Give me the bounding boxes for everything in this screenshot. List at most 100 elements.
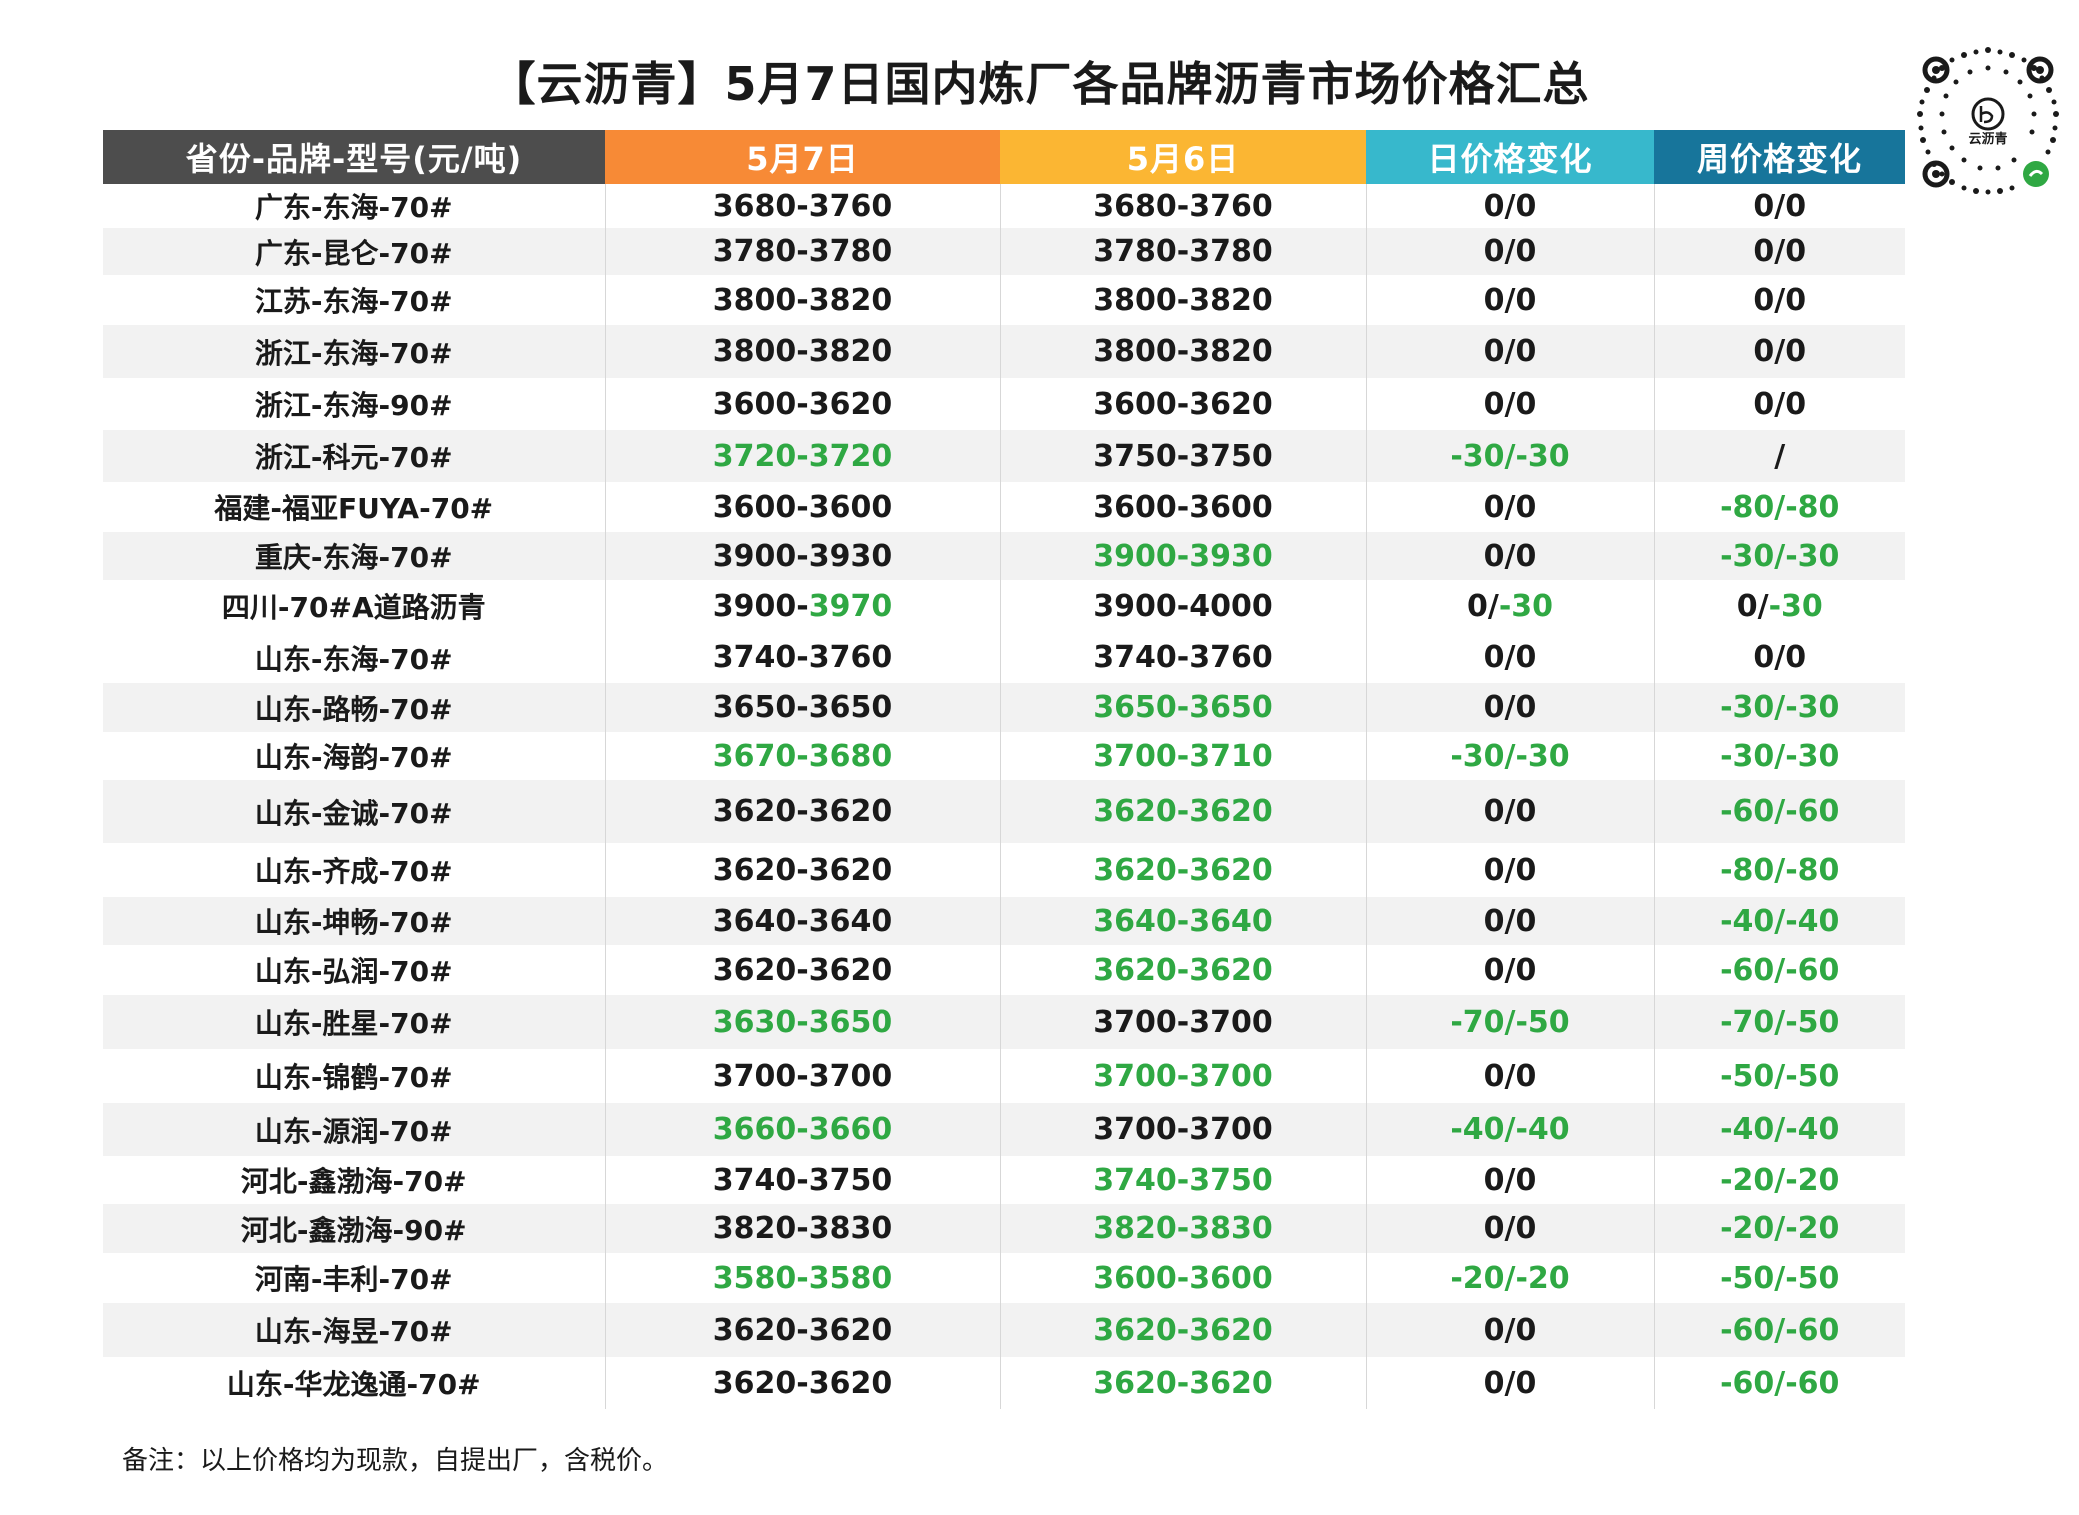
cell-value: 3600-3600 [712,489,893,525]
cell-may7: 3620-3620 [604,1303,1000,1357]
cell-value: 3680-3760 [1093,188,1273,224]
logo-text: 云沥青 [1968,132,2008,147]
cell-may7: 3640-3640 [604,897,1000,945]
cell-value: -60/-60 [1720,952,1840,988]
cell-brand: 山东-东海-70# [254,642,453,676]
cell-day-change: 0/-30 [1365,580,1654,632]
cell-value: 0/0 [1483,234,1537,269]
cell-may6: 3700-3700 [999,1049,1366,1103]
cell-day-change: 0/0 [1365,184,1654,228]
cell-value: 3700-3700 [1093,1004,1273,1040]
cell-value: 3800-3820 [712,282,893,318]
page-title: 【云沥青】5月7日国内炼厂各品牌沥青市场价格汇总 [489,57,1590,111]
table-row: 江苏-东海-70# 3800-3820 3800-3820 0/0 0/0 [103,275,1905,325]
cell-value: -60/-60 [1720,1365,1840,1401]
cell-may7: 3650-3650 [604,683,1000,732]
cell-may7: 3720-3720 [604,430,1000,482]
cell-may7: 3660-3660 [604,1103,1000,1156]
cell-value: 0/0 [1753,640,1807,675]
cell-day-change: 0/0 [1365,1049,1654,1103]
cell-week-change: 0/0 [1653,275,1905,325]
cell-may7: 3800-3820 [604,325,1000,378]
cell-value: 0/0 [1483,690,1537,725]
cell-value: 0/0 [1483,188,1537,224]
cell-may7: 3630-3650 [604,995,1000,1049]
cell-may7: 3700-3700 [604,1049,1000,1103]
cell-value: -70/-50 [1450,1004,1570,1040]
cell-value: 3620-3620 [712,794,893,829]
cell-may7: 3780-3780 [604,228,1000,275]
cell-week-change: -30/-30 [1653,732,1905,780]
cell-value: -50/-50 [1720,1058,1840,1094]
cell-value: 0/0 [1483,386,1537,422]
cell-may7: 3620-3620 [604,780,1000,843]
cell-week-change: / [1653,430,1905,482]
cell-may7: 3900-3970 [604,580,1000,632]
cell-value: -60/-60 [1720,1312,1840,1348]
cell-day-change: 0/0 [1365,532,1654,580]
cell-value: 3620-3620 [1093,952,1273,988]
cell-day-change: 0/0 [1365,780,1654,843]
table-row: 山东-胜星-70# 3630-3650 3700-3700 -70/-50 -70/-5… [103,995,1905,1049]
table-header-row: 省份-品牌-型号(元/吨) 5月7日 5月6日 日价格变化 周价格变化 [103,130,1905,184]
cell-value: 0/0 [1483,538,1537,574]
cell-may7: 3620-3620 [604,1357,1000,1409]
cell-value: -30/-30 [1720,690,1840,725]
cell-value: 0/0 [1483,903,1537,939]
cell-value: 3600-3620 [1093,386,1273,422]
cell-week-change: -50/-50 [1653,1049,1905,1103]
cell-value: 0/0 [1753,386,1807,422]
cell-brand: 浙江-东海-70# [103,325,605,378]
cell-value: 0/0 [1753,282,1807,318]
cell-brand: 江苏-东海-70# [254,285,453,318]
cell-value: -30 [1498,588,1554,624]
cell-brand: 河北-鑫渤海-70# [240,1165,467,1198]
cell-may6: 3600-3600 [999,1253,1366,1303]
cell-value: 3600-3600 [1093,489,1273,525]
table-row: 浙江-科元-70# 3720-3720 3750-3750 -30/-30 / [103,430,1905,482]
cell-value: 0/0 [1483,1058,1537,1094]
cell-week-change: 0/0 [1653,228,1905,275]
cell-week-change: -30/-30 [1653,532,1905,580]
cell-brand: 山东-弘润-70# [254,955,453,988]
cell-day-change: -40/-40 [1365,1103,1654,1156]
cell-value: 0/ [1736,588,1769,624]
cell-may6: 3640-3640 [999,897,1366,945]
cell-value: -20/-20 [1720,1211,1840,1246]
cell-week-change: -20/-20 [1653,1204,1905,1253]
cell-value: 3580-3580 [712,1260,893,1296]
cell-value: 3800-3820 [1093,334,1273,369]
cell-week-change: 0/0 [1653,378,1905,430]
cell-day-change: 0/0 [1365,1156,1654,1204]
cell-value: 3600-3600 [1093,1260,1273,1296]
cell-week-change: 0/-30 [1653,580,1905,632]
cell-week-change: -80/-80 [1653,482,1905,532]
cell-value: 3970 [808,588,893,624]
cell-may7: 3740-3750 [604,1156,1000,1204]
table-row: 山东-齐成-70# 3620-3620 3620-3620 0/0 -80/-80 [103,843,1905,897]
cell-day-change: 0/0 [1365,683,1654,732]
cell-brand: 山东-金诚-70# [103,780,605,843]
cell-value: 0/0 [1753,334,1807,369]
cell-value: -80/-80 [1720,852,1840,888]
cell-value: 3620-3620 [712,952,893,988]
cell-may6: 3900-3930 [999,532,1366,580]
cell-day-change: -30/-30 [1365,732,1654,780]
cell-day-change: -70/-50 [1365,995,1654,1049]
cell-value: 3720-3720 [712,438,893,474]
cell-day-change: 0/0 [1365,275,1654,325]
cell-value: 3620-3620 [712,852,893,888]
cell-may6: 3700-3710 [999,732,1366,780]
cell-week-change: -80/-80 [1653,843,1905,897]
cell-week-change: 0/0 [1653,325,1905,378]
cell-value: 0/0 [1483,640,1537,675]
cell-value: 0/0 [1753,188,1807,224]
cell-value: 3600-3620 [712,386,893,422]
cell-brand: 山东-海韵-70# [254,741,453,774]
cell-may6: 3620-3620 [999,945,1366,995]
cell-day-change: 0/0 [1365,1357,1654,1409]
table-row: 广东-昆仑-70# 3780-3780 3780-3780 0/0 0/0 [103,228,1905,275]
table-row: 广东-东海-70# 3680-3760 3680-3760 0/0 0/0 [103,184,1905,228]
cell-value: 3800-3820 [1093,282,1273,318]
cell-may7: 3620-3620 [604,843,1000,897]
